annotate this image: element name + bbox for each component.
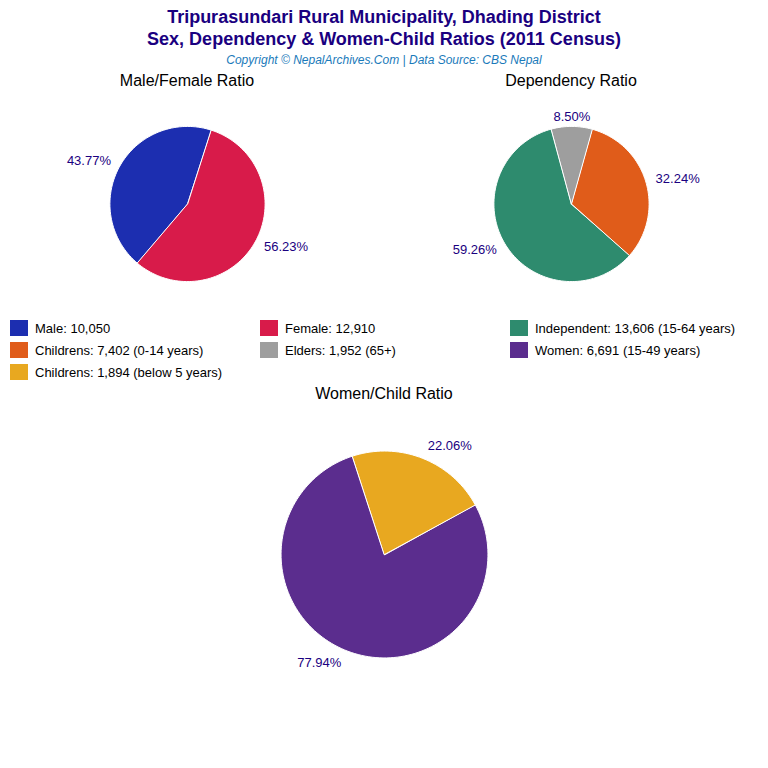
svg-text:32.24%: 32.24% bbox=[656, 171, 701, 186]
html-text:Childrens: 1,894 (below 5 year: Childrens: 1,894 (below 5 years) bbox=[35, 364, 223, 380]
html-text:Male/Female Ratio: Male/Female Ratio bbox=[119, 72, 255, 89]
svg-text:8.50%: 8.50% bbox=[554, 108, 591, 123]
svg-text:43.77%: 43.77% bbox=[67, 153, 112, 168]
svg-text:56.23%: 56.23% bbox=[264, 239, 309, 254]
html-text:Female: 12,910: Female: 12,910 bbox=[285, 320, 376, 336]
html-text:Sex, Dependency & Women-Child: Sex, Dependency & Women-Child Ratios (20… bbox=[147, 29, 621, 49]
html-text:Independent: 13,606 (15-64 yea: Independent: 13,606 (15-64 years) bbox=[535, 320, 736, 336]
svg-text:77.94%: 77.94% bbox=[297, 655, 342, 670]
svg-text:22.06%: 22.06% bbox=[428, 438, 473, 453]
svg-text:59.26%: 59.26% bbox=[453, 242, 498, 257]
html-text:Women: 6,691 (15-49 years): Women: 6,691 (15-49 years) bbox=[535, 342, 701, 358]
html-text:Dependency Ratio: Dependency Ratio bbox=[505, 72, 637, 89]
html-text:Childrens: 7,402 (0-14 years): Childrens: 7,402 (0-14 years) bbox=[35, 342, 204, 358]
html-text:Copyright © NepalArchives.Com: Copyright © NepalArchives.Com | Data Sou… bbox=[226, 53, 542, 67]
html-text:Tripurasundari Rural Municipal: Tripurasundari Rural Municipality, Dhadi… bbox=[167, 7, 601, 27]
html-text:Male: 10,050: Male: 10,050 bbox=[35, 320, 111, 336]
html-text:Women/Child Ratio: Women/Child Ratio bbox=[315, 385, 453, 402]
html-text:Elders: 1,952 (65+): Elders: 1,952 (65+) bbox=[285, 342, 396, 358]
